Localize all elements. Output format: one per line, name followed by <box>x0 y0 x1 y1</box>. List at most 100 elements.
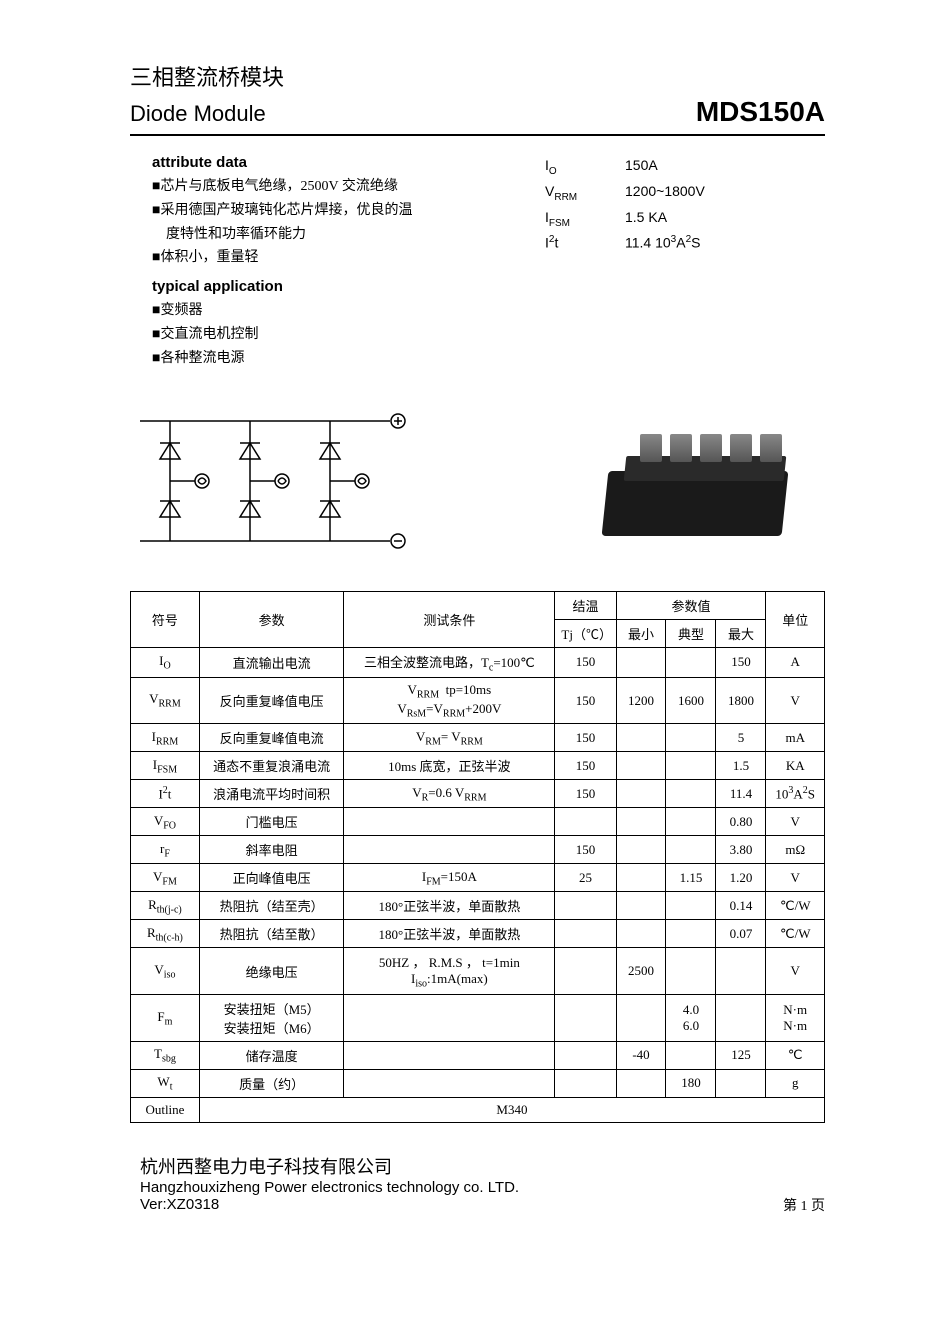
spec-val: 150A <box>625 154 658 180</box>
table-row: Tsbg储存温度-40125℃ <box>131 1041 825 1069</box>
cell-unit: KA <box>766 752 825 780</box>
cell-sym: IFSM <box>131 752 200 780</box>
cell-unit: 103A2S <box>766 780 825 808</box>
cell-param: 热阻抗（结至壳） <box>199 892 343 920</box>
spec-sym: I2t <box>545 231 625 255</box>
spec-sym: IO <box>545 154 625 180</box>
th-tj: 结温 <box>555 591 616 619</box>
cell-cond: 180°正弦半波，单面散热 <box>344 920 555 948</box>
cell-typ <box>666 808 716 836</box>
cell-sym: Viso <box>131 948 200 995</box>
product-photo <box>565 401 825 561</box>
cell-typ <box>666 647 716 678</box>
table-row: VFM正向峰值电压IFM=150A251.151.20V <box>131 864 825 892</box>
cell-typ <box>666 724 716 752</box>
cell-sym: VRRM <box>131 678 200 724</box>
cell-max: 125 <box>716 1041 766 1069</box>
cell-cond: 50HZ ， R.M.S ， t=1minIiso:1mA(max) <box>344 948 555 995</box>
cell-max: 3.80 <box>716 836 766 864</box>
cell-typ: 180 <box>666 1069 716 1097</box>
cell-typ: 1.15 <box>666 864 716 892</box>
th-unit: 单位 <box>766 591 825 647</box>
table-row: Wt质量（约）180g <box>131 1069 825 1097</box>
cell-typ <box>666 1041 716 1069</box>
cell-min: 1200 <box>616 678 666 724</box>
cell-min <box>616 994 666 1041</box>
table-row: Rth(j-c)热阻抗（结至壳）180°正弦半波，单面散热0.14℃/W <box>131 892 825 920</box>
cell-min <box>616 752 666 780</box>
footer-company-cn: 杭州西整电力电子科技有限公司 <box>140 1153 825 1179</box>
spec-sym: VRRM <box>545 180 625 206</box>
table-row: IO直流输出电流三相全波整流电路，Tc=100℃150150A <box>131 647 825 678</box>
cell-min <box>616 1069 666 1097</box>
app-item: ■交直流电机控制 <box>152 323 515 347</box>
th-tj-unit: Tj（℃） <box>555 619 616 647</box>
table-row: rF斜率电阻1503.80mΩ <box>131 836 825 864</box>
cell-unit: ℃/W <box>766 892 825 920</box>
cell-param: 正向峰值电压 <box>199 864 343 892</box>
cell-tj <box>555 1069 616 1097</box>
spec-val: 1.5 KA <box>625 206 667 232</box>
cell-param: 门槛电压 <box>199 808 343 836</box>
cell-tj <box>555 808 616 836</box>
cell-max: 5 <box>716 724 766 752</box>
th-max: 最大 <box>716 619 766 647</box>
cell-min <box>616 836 666 864</box>
cell-typ <box>666 920 716 948</box>
cell-unit: g <box>766 1069 825 1097</box>
cell-min <box>616 647 666 678</box>
cell-sym: Rth(j-c) <box>131 892 200 920</box>
application-heading: typical application <box>152 278 515 295</box>
th-param: 参数 <box>199 591 343 647</box>
cell-min: 2500 <box>616 948 666 995</box>
attr-item: ■芯片与底板电气绝缘，2500V 交流绝缘 <box>152 175 515 199</box>
cell-unit: mA <box>766 724 825 752</box>
cell-sym: rF <box>131 836 200 864</box>
cell-max: 1.5 <box>716 752 766 780</box>
th-cond: 测试条件 <box>344 591 555 647</box>
table-row: Fm安装扭矩（M5）安装扭矩（M6）4.06.0N·mN·m <box>131 994 825 1041</box>
cell-max <box>716 994 766 1041</box>
cell-typ <box>666 752 716 780</box>
cell-param: 浪涌电流平均时间积 <box>199 780 343 808</box>
cell-tj <box>555 1041 616 1069</box>
cell-tj: 150 <box>555 780 616 808</box>
table-row: I2t浪涌电流平均时间积VR=0.6 VRRM15011.4103A2S <box>131 780 825 808</box>
cell-unit: ℃ <box>766 1041 825 1069</box>
cell-max <box>716 1069 766 1097</box>
cell-max: 0.14 <box>716 892 766 920</box>
outline-value: M340 <box>199 1097 824 1122</box>
cell-max: 11.4 <box>716 780 766 808</box>
cell-tj: 150 <box>555 678 616 724</box>
cell-max <box>716 948 766 995</box>
cell-cond: 10ms 底宽，正弦半波 <box>344 752 555 780</box>
cell-tj: 150 <box>555 752 616 780</box>
cell-unit: mΩ <box>766 836 825 864</box>
cell-typ: 1600 <box>666 678 716 724</box>
cell-param: 安装扭矩（M5）安装扭矩（M6） <box>199 994 343 1041</box>
cell-cond <box>344 994 555 1041</box>
parameters-table: 符号 参数 测试条件 结温 参数值 单位 Tj（℃） 最小 典型 最大 IO直流… <box>130 591 825 1123</box>
product-code: MDS150A <box>696 96 825 128</box>
cell-cond <box>344 1041 555 1069</box>
cell-max: 1800 <box>716 678 766 724</box>
cell-cond <box>344 1069 555 1097</box>
cell-param: 热阻抗（结至散） <box>199 920 343 948</box>
cell-typ <box>666 780 716 808</box>
spec-val: 1200~1800V <box>625 180 705 206</box>
cell-tj <box>555 948 616 995</box>
table-row: IRRM反向重复峰值电流VRM= VRRM1505mA <box>131 724 825 752</box>
th-vals: 参数值 <box>616 591 766 619</box>
attr-item: ■采用德国产玻璃钝化芯片焊接，优良的温 <box>152 199 515 223</box>
table-row: VFO门槛电压0.80V <box>131 808 825 836</box>
cell-sym: IO <box>131 647 200 678</box>
cell-tj: 150 <box>555 724 616 752</box>
cell-cond: IFM=150A <box>344 864 555 892</box>
cell-typ <box>666 836 716 864</box>
cell-unit: V <box>766 678 825 724</box>
cell-sym: I2t <box>131 780 200 808</box>
cell-tj <box>555 994 616 1041</box>
cell-max: 0.07 <box>716 920 766 948</box>
cell-tj <box>555 892 616 920</box>
cell-param: 质量（约） <box>199 1069 343 1097</box>
